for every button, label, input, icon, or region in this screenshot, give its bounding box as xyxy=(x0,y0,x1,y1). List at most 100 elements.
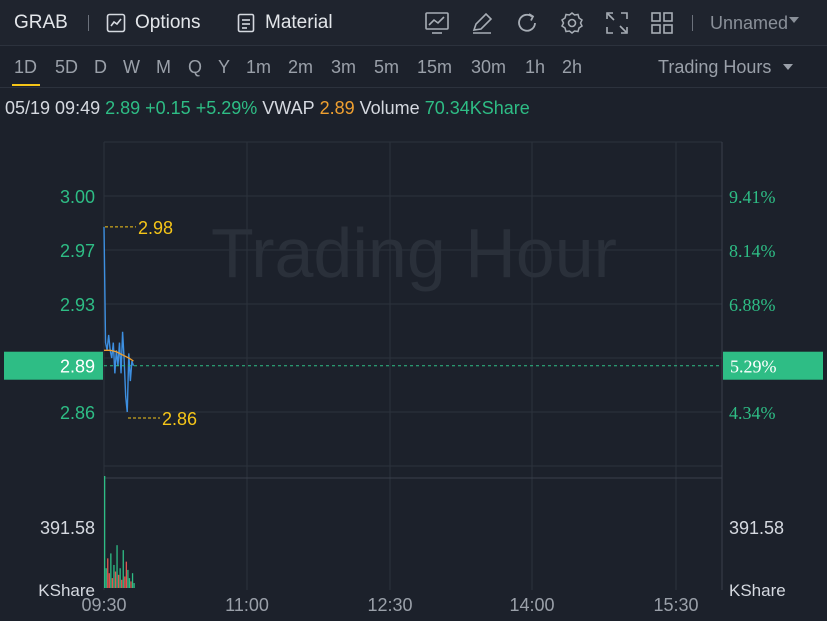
volume-bar xyxy=(119,568,121,588)
grid-layout-icon[interactable] xyxy=(649,10,675,36)
volume-bar xyxy=(133,583,135,588)
options-icon xyxy=(106,13,126,33)
volume-bar xyxy=(117,574,120,588)
draw-icon[interactable] xyxy=(469,10,495,36)
period-w[interactable]: W xyxy=(123,56,140,77)
volume-tick-right: 391.58 xyxy=(729,518,784,538)
period-2h[interactable]: 2h xyxy=(562,56,583,77)
current-price-badge xyxy=(4,351,103,380)
period-m[interactable]: M xyxy=(156,56,171,77)
volume-bar xyxy=(131,573,134,588)
intraday-chart[interactable]: Trading Hour 3.002.972.932.902.86391.58K… xyxy=(0,88,827,621)
x-tick: 15:30 xyxy=(653,595,698,615)
material-button[interactable]: Material xyxy=(236,0,333,46)
quote-price: 2.89 xyxy=(105,97,141,118)
price-lines xyxy=(103,226,135,413)
material-label: Material xyxy=(265,12,333,33)
vwap-label: VWAP xyxy=(262,97,315,118)
y-left-tick: 3.00 xyxy=(60,187,95,207)
volume-bar xyxy=(104,476,106,588)
price-line xyxy=(103,226,135,413)
toolbar-divider xyxy=(692,15,693,31)
layout-dropdown[interactable]: Unnamed xyxy=(710,0,800,46)
period-1m[interactable]: 1m xyxy=(246,56,272,77)
volume-bar xyxy=(128,578,131,588)
period-5m[interactable]: 5m xyxy=(374,56,400,77)
options-button[interactable]: Options xyxy=(106,0,200,46)
volume-bar xyxy=(110,553,112,588)
period-1h[interactable]: 1h xyxy=(525,56,546,77)
session-selector[interactable]: Trading Hours xyxy=(658,46,794,88)
caret-down-icon xyxy=(783,64,794,70)
volume-bar xyxy=(124,576,126,588)
quote-datetime: 05/19 09:49 xyxy=(5,97,101,118)
x-tick: 12:30 xyxy=(367,595,412,615)
period-30m[interactable]: 30m xyxy=(471,56,507,77)
chart-overlay: 2.89 5.29% 2.98 2.86 xyxy=(4,218,823,429)
volume-value: 70.34KShare xyxy=(424,97,530,118)
volume-bar xyxy=(107,558,109,588)
options-label: Options xyxy=(135,12,201,33)
volume-bar xyxy=(127,569,129,588)
y-left-tick: 2.93 xyxy=(60,295,95,315)
y-right-tick: 6.88% xyxy=(729,295,776,315)
caret-down-icon xyxy=(789,17,800,23)
period-5d[interactable]: 5D xyxy=(55,56,79,77)
period-2m[interactable]: 2m xyxy=(288,56,314,77)
volume-unit-left: KShare xyxy=(38,581,95,600)
fullscreen-icon[interactable] xyxy=(604,10,630,36)
volume-bar xyxy=(105,568,107,588)
refresh-icon[interactable] xyxy=(514,10,540,36)
period-3m[interactable]: 3m xyxy=(331,56,357,77)
period-d[interactable]: D xyxy=(94,56,107,77)
quote-change: +0.15 xyxy=(145,97,191,118)
volume-bar xyxy=(114,571,117,588)
settings-icon[interactable] xyxy=(559,10,585,36)
volume-bar xyxy=(121,579,123,588)
period-bar: 1D 5D D W M Q Y 1m 2m 3m 5m 15m 30m 1h 2… xyxy=(0,46,827,88)
volume-bar xyxy=(122,550,124,588)
y-right-tick: 8.14% xyxy=(729,241,776,261)
volume-bar xyxy=(108,573,110,588)
low-marker-label: 2.86 xyxy=(162,409,197,429)
volume-bars xyxy=(104,476,135,588)
time-axis: 09:30 11:00 12:30 14:00 15:30 xyxy=(81,595,698,615)
current-pct-label: 5.29% xyxy=(730,357,777,377)
watermark: Trading Hour xyxy=(211,214,617,292)
volume-tick-left: 391.58 xyxy=(40,518,95,538)
layout-name: Unnamed xyxy=(710,12,789,33)
session-label: Trading Hours xyxy=(658,56,772,77)
active-period-indicator xyxy=(12,84,40,86)
chart-area[interactable]: Trading Hour 3.002.972.932.902.86391.58K… xyxy=(0,88,827,621)
volume-unit-right: KShare xyxy=(729,581,786,600)
volume-label: Volume xyxy=(359,97,420,118)
y-right-tick: 9.41% xyxy=(729,187,776,207)
volume-bar xyxy=(125,561,127,588)
x-tick: 14:00 xyxy=(509,595,554,615)
y-right-tick: 4.34% xyxy=(729,403,776,423)
vwap-line xyxy=(104,349,134,362)
x-tick: 11:00 xyxy=(225,595,269,615)
period-15m[interactable]: 15m xyxy=(417,56,453,77)
y-left-tick: 2.86 xyxy=(60,403,95,423)
toolbar-divider xyxy=(88,15,89,31)
volume-bar xyxy=(111,578,114,588)
y-left-tick: 2.97 xyxy=(60,241,95,261)
period-y[interactable]: Y xyxy=(218,56,231,77)
symbol-label[interactable]: GRAB xyxy=(14,12,68,33)
volume-bar xyxy=(113,564,115,588)
quote-change-pct: +5.29% xyxy=(195,97,258,118)
period-1d[interactable]: 1D xyxy=(14,56,38,77)
x-tick: 09:30 xyxy=(81,595,126,615)
vwap-value: 2.89 xyxy=(319,97,355,118)
period-q[interactable]: Q xyxy=(188,56,203,77)
chart-analysis-icon[interactable] xyxy=(424,10,450,36)
high-marker-label: 2.98 xyxy=(138,218,173,238)
material-icon xyxy=(236,13,256,33)
top-toolbar: GRAB Options Material Unnamed xyxy=(0,0,827,46)
volume-bar xyxy=(116,545,118,588)
volume-bar xyxy=(130,581,132,588)
quote-info: 05/19 09:49 2.89 +0.15 +5.29% VWAP 2.89 … xyxy=(5,96,535,120)
